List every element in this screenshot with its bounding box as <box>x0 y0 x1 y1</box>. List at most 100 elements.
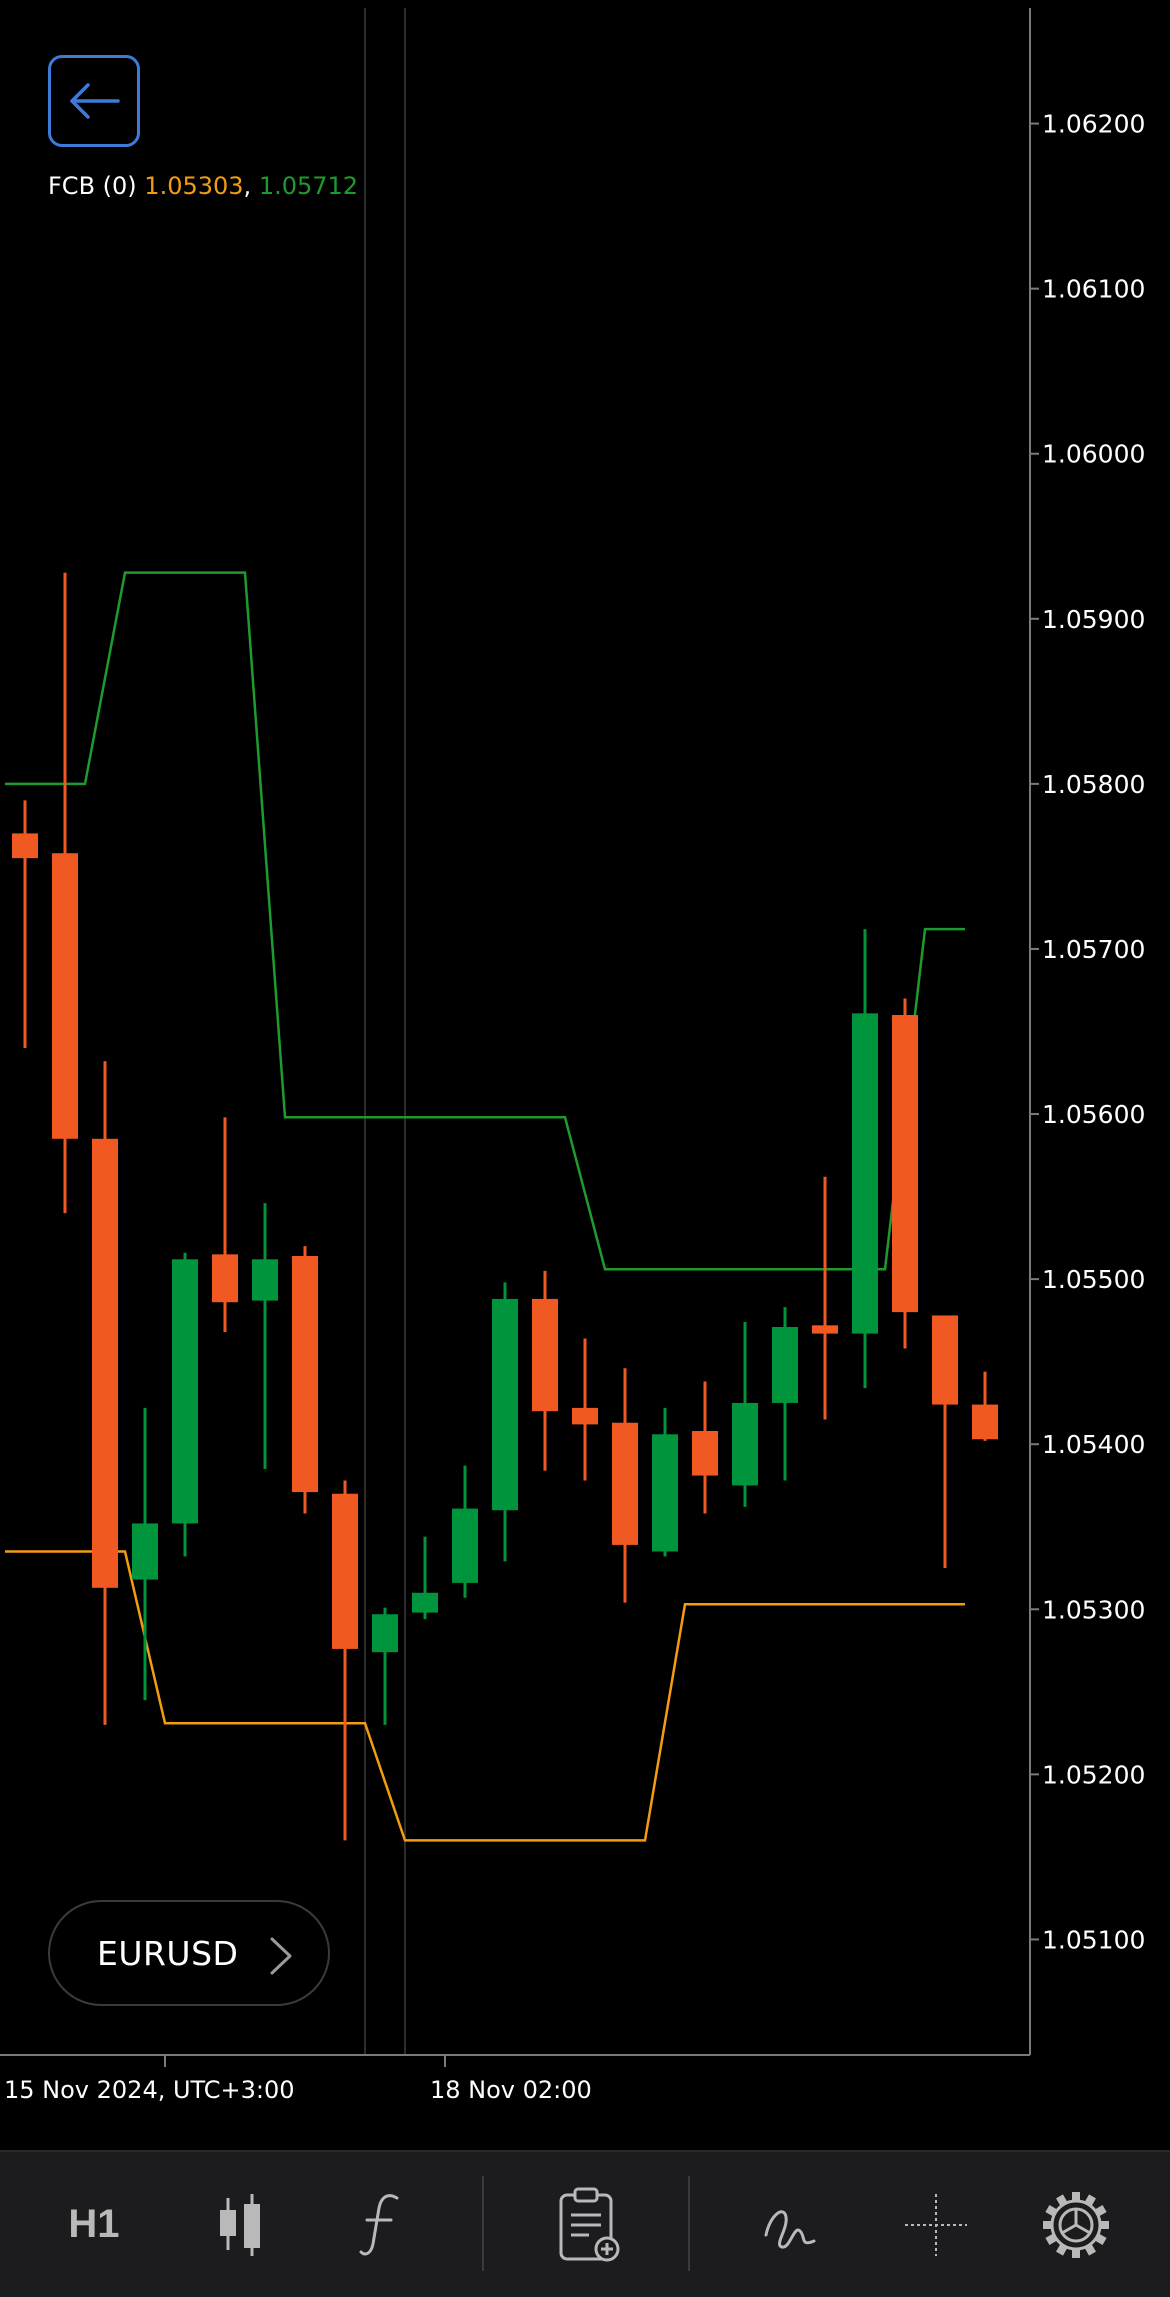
candle <box>92 1061 118 1725</box>
candle-body <box>852 1013 878 1334</box>
candle <box>652 1407 678 1557</box>
candle-body <box>692 1430 718 1476</box>
toolbar-divider <box>688 2176 690 2271</box>
time-axis <box>0 2054 1030 2067</box>
gear-tooth <box>1095 2204 1107 2216</box>
gear-tooth <box>1043 2220 1051 2229</box>
candle-body <box>52 853 78 1139</box>
indicator-upper-value: 1.05712 <box>258 172 359 200</box>
draw-curve-icon <box>764 2209 816 2248</box>
symbol-label: EURUSD <box>97 1933 239 1973</box>
candle-body <box>172 1259 198 1524</box>
candle <box>52 572 78 1214</box>
candle <box>852 929 878 1389</box>
symbol-selector-button[interactable]: EURUSD <box>48 1900 330 2006</box>
gear-tooth <box>1056 2244 1067 2256</box>
candle <box>12 800 38 1049</box>
candle <box>892 998 918 1349</box>
settings-button[interactable] <box>1016 2152 1136 2297</box>
indicator-legend: FCB (0) 1.05303, 1.05712 <box>48 172 358 200</box>
channel-bands <box>5 571 965 1842</box>
candle-body <box>332 1493 358 1649</box>
candle-body <box>252 1259 278 1301</box>
lower-band-line <box>5 1550 965 1842</box>
gear-tooth <box>1056 2193 1067 2205</box>
price-tick-label: 1.06100 <box>1042 275 1145 304</box>
candle-body <box>892 1014 918 1313</box>
candle-body <box>572 1407 598 1425</box>
bottom-toolbar: H1 <box>0 2150 1170 2297</box>
chevron-right-icon <box>270 1937 292 1975</box>
candlestick-chart-icon <box>220 2193 260 2256</box>
gear-tooth <box>1095 2233 1107 2245</box>
timeframe-button[interactable]: H1 <box>34 2152 154 2297</box>
gear-tooth <box>1072 2191 1080 2200</box>
gear-tooth <box>1085 2193 1096 2205</box>
candle <box>252 1203 278 1469</box>
price-tick-label: 1.06200 <box>1042 110 1145 139</box>
templates-button[interactable] <box>528 2152 648 2297</box>
candles <box>12 572 998 1841</box>
candle-body <box>12 833 38 859</box>
gear-tooth <box>1045 2233 1057 2245</box>
candle-body <box>972 1404 998 1440</box>
period-separators <box>364 8 406 2055</box>
candle <box>332 1480 358 1841</box>
candle <box>972 1371 998 1441</box>
candle-body <box>292 1256 318 1493</box>
price-tick-label: 1.05200 <box>1042 1760 1145 1789</box>
candle-body <box>212 1254 238 1303</box>
price-tick-label: 1.05400 <box>1042 1430 1145 1459</box>
candle-body <box>372 1614 398 1653</box>
indicators-button[interactable] <box>322 2152 442 2297</box>
back-button[interactable] <box>48 55 140 147</box>
time-label-start: 15 Nov 2024, UTC+3:00 <box>4 2076 295 2104</box>
candle <box>732 1322 758 1507</box>
settings-gear-icon <box>1043 2191 1109 2258</box>
price-tick-label: 1.05600 <box>1042 1100 1145 1129</box>
chart-type-button[interactable] <box>180 2152 300 2297</box>
price-tick-label: 1.05900 <box>1042 605 1145 634</box>
drawing-tools-button[interactable] <box>730 2152 850 2297</box>
candle <box>452 1465 478 1598</box>
function-icon <box>359 2193 399 2255</box>
candle <box>172 1252 198 1557</box>
candle-body <box>132 1523 158 1580</box>
indicator-separator: , <box>243 172 252 200</box>
gear-tooth <box>1085 2244 1096 2256</box>
candle-body <box>732 1402 758 1486</box>
toolbar-divider <box>482 2176 484 2271</box>
candle-body <box>412 1592 438 1613</box>
clipboard-add-icon <box>559 2187 620 2261</box>
gear-tooth <box>1045 2204 1057 2216</box>
crosshair-button[interactable] <box>876 2152 996 2297</box>
candle-body <box>772 1326 798 1403</box>
candle <box>932 1315 958 1569</box>
candle <box>692 1381 718 1514</box>
indicator-lower-value: 1.05303 <box>144 172 244 200</box>
candle-body <box>652 1434 678 1552</box>
candle <box>812 1176 838 1420</box>
gear-tooth <box>1101 2220 1109 2229</box>
price-tick-label: 1.05700 <box>1042 935 1145 964</box>
candle-body <box>532 1298 558 1412</box>
price-axis: 1.06200 1.06100 1.06000 1.05900 1.05800 1.057… <box>1029 8 1145 2055</box>
candle <box>212 1117 238 1332</box>
upper-band-line <box>5 571 965 1271</box>
candle <box>412 1536 438 1620</box>
crosshair-icon <box>905 2193 967 2256</box>
price-tick-label: 1.05500 <box>1042 1265 1145 1294</box>
candle-body <box>452 1508 478 1583</box>
candle-body <box>92 1138 118 1588</box>
candle-body <box>932 1315 958 1405</box>
candle <box>132 1407 158 1701</box>
candle <box>572 1338 598 1481</box>
candle <box>292 1246 318 1514</box>
price-tick-label: 1.06000 <box>1042 440 1145 469</box>
time-label-mid: 18 Nov 02:00 <box>430 2076 592 2104</box>
timeframe-label: H1 <box>68 2202 120 2246</box>
candle <box>492 1282 518 1562</box>
candle-body <box>492 1298 518 1511</box>
candle <box>772 1307 798 1481</box>
price-chart[interactable]: 1.06200 1.06100 1.06000 1.05900 1.05800 1.057… <box>0 0 1170 2150</box>
